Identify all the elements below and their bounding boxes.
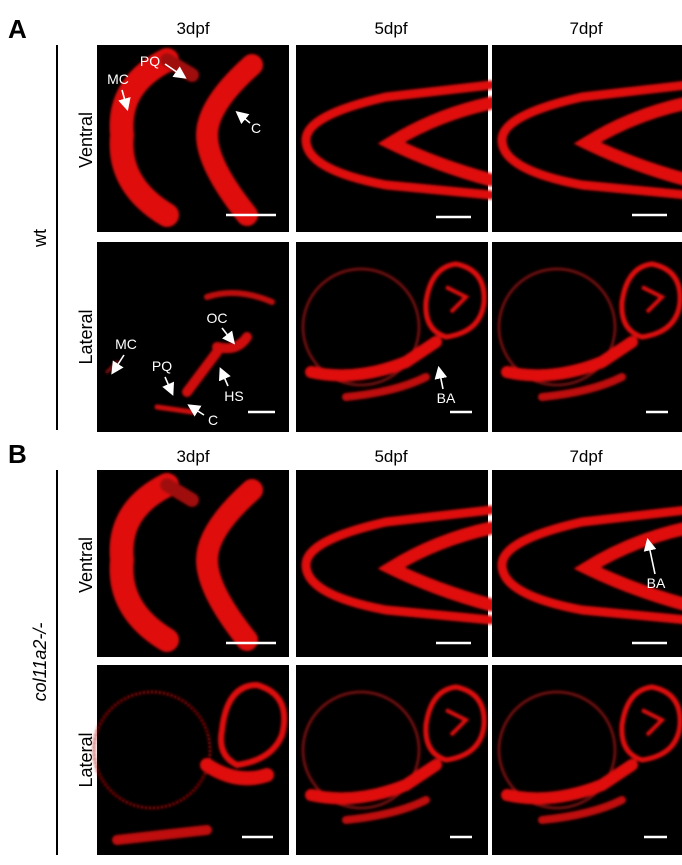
image xyxy=(492,665,682,855)
image xyxy=(97,470,289,657)
image xyxy=(296,242,488,432)
annotation: MC xyxy=(107,71,129,87)
column-header: 3dpf xyxy=(176,447,209,466)
row-label: Ventral xyxy=(76,537,96,593)
panel-label: B xyxy=(8,439,27,469)
arrow xyxy=(164,63,187,79)
image xyxy=(296,470,491,657)
image xyxy=(94,665,289,855)
annotation: PQ xyxy=(152,358,172,374)
annotation: MC xyxy=(115,336,137,352)
image xyxy=(492,45,682,232)
genotype-label: wt xyxy=(30,229,50,248)
row-label: Lateral xyxy=(76,732,96,787)
scale-bars xyxy=(226,213,668,839)
column-header: 3dpf xyxy=(176,19,209,38)
annotation: BA xyxy=(647,575,666,591)
annotation: OC xyxy=(207,310,228,326)
row-label: Ventral xyxy=(76,112,96,168)
arrow xyxy=(643,537,657,575)
annotation: C xyxy=(208,412,218,428)
row-label: Lateral xyxy=(76,309,96,364)
arrow xyxy=(111,354,125,375)
arrow xyxy=(118,89,131,112)
arrow xyxy=(187,404,205,417)
arrow xyxy=(235,110,251,125)
annotation: BA xyxy=(437,390,456,406)
genotype-label: col11a2-/- xyxy=(30,623,50,702)
image xyxy=(296,45,491,232)
column-header: 7dpf xyxy=(569,447,602,466)
arrow xyxy=(218,367,231,387)
arrow xyxy=(434,365,448,390)
arrow xyxy=(221,327,235,345)
panel-label: A xyxy=(8,14,27,44)
image xyxy=(296,665,488,855)
column-header: 7dpf xyxy=(569,19,602,38)
annotation: HS xyxy=(224,388,243,404)
annotation: C xyxy=(251,120,261,136)
image xyxy=(492,242,682,432)
annotation: PQ xyxy=(140,53,160,69)
arrow xyxy=(162,376,175,396)
column-header: 5dpf xyxy=(374,19,407,38)
column-header: 5dpf xyxy=(374,447,407,466)
